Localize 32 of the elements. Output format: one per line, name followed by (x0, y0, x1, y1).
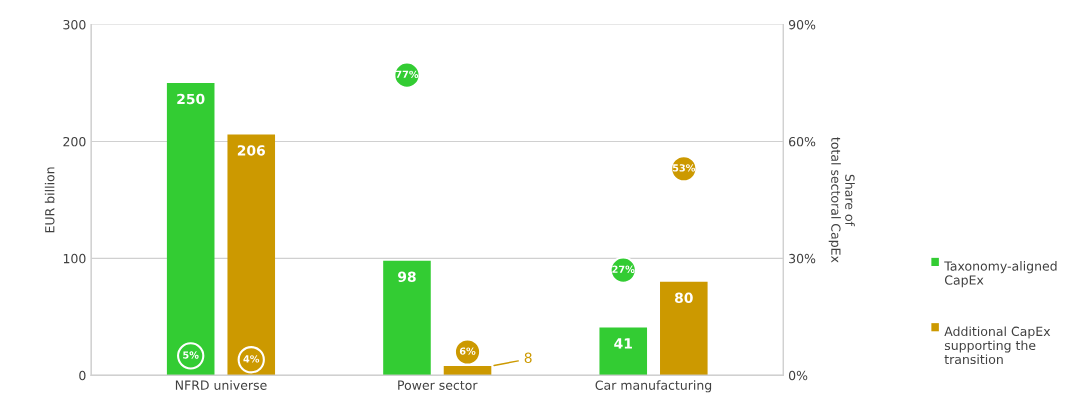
data-label: 5% (183, 351, 199, 359)
legend-label: Additional CapEx supporting the transition (944, 326, 1051, 365)
data-label: 80 (674, 292, 693, 304)
y2-axis-title: Share of total sectoral CapEx (828, 137, 855, 263)
y-axis-title: EUR billion (44, 167, 55, 233)
data-label: 27% (612, 265, 635, 273)
legend-label: Taxonomy-aligned CapEx (944, 261, 1057, 288)
bar (383, 260, 431, 376)
y-tick-label: 100 (63, 253, 86, 264)
data-label: 8 (524, 352, 532, 364)
y-tick-label: 300 (63, 19, 86, 30)
y-tick-label: 0 (79, 370, 86, 381)
bar (227, 134, 276, 376)
data-label: 6% (459, 347, 476, 355)
y2-tick-label: 0% (788, 370, 808, 381)
data-label: 98 (398, 271, 416, 283)
y2-tick-label: 30% (789, 253, 816, 264)
data-label: 4% (243, 355, 260, 363)
bar (166, 82, 215, 376)
bar (599, 327, 648, 376)
x-tick-label: Car manufacturing (595, 380, 712, 393)
data-label: 41 (614, 338, 632, 349)
x-tick-label: Power sector (398, 380, 478, 390)
y2-tick-label: 90% (788, 19, 816, 30)
data-label: 77% (395, 70, 419, 78)
data-label: 53% (672, 164, 696, 172)
y2-tick-label: 60% (789, 136, 816, 147)
y-tick-label: 200 (63, 136, 86, 147)
data-label: 206 (237, 145, 265, 156)
data-label: 250 (177, 93, 205, 105)
bar (660, 281, 708, 376)
x-tick-label: NFRD universe (175, 380, 267, 390)
